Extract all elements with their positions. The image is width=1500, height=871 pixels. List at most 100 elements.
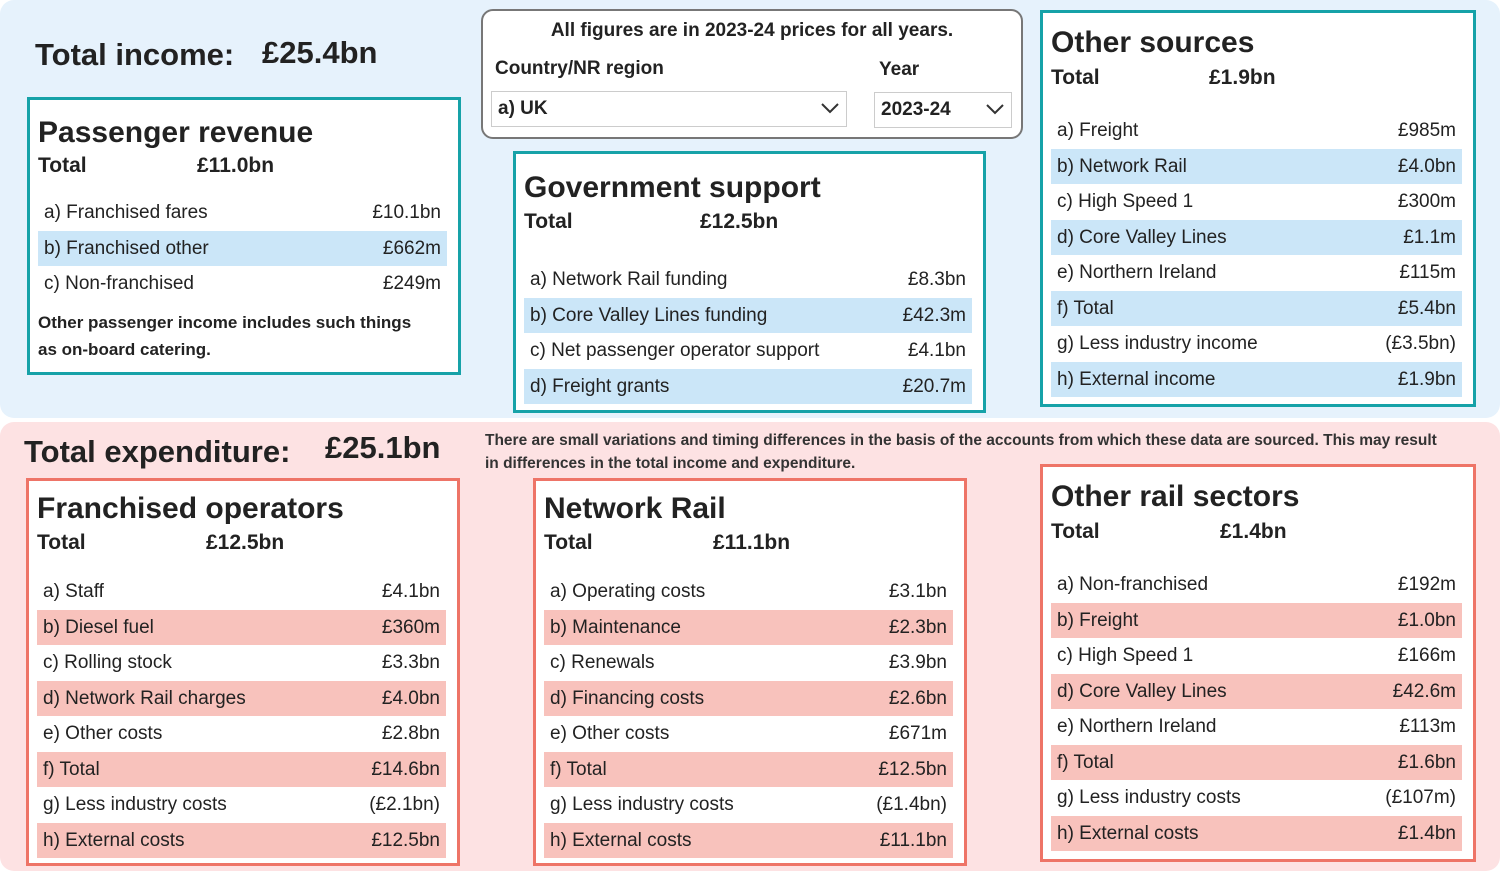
row-value: £5.4bn xyxy=(1397,297,1456,319)
row-label: f) Total xyxy=(1057,751,1114,773)
table-row: a) Non-franchised £192m xyxy=(1051,567,1462,603)
row-value: £2.8bn xyxy=(381,723,440,744)
panel-title: Other sources xyxy=(1051,26,1255,59)
row-value: £671m xyxy=(888,723,947,744)
table-row: g) Less industry costs (£2.1bn) xyxy=(37,787,446,823)
table-row: b) Core Valley Lines funding £42.3m xyxy=(524,297,972,333)
row-label: g) Less industry costs xyxy=(550,794,734,815)
row-value: £662m xyxy=(382,237,441,259)
table-row: b) Diesel fuel £360m xyxy=(37,609,446,645)
row-label: f) Total xyxy=(1057,297,1114,319)
region-label: Country/NR region xyxy=(495,58,664,79)
row-label: e) Northern Ireland xyxy=(1057,262,1217,283)
row-value: £14.6bn xyxy=(371,758,440,780)
table-row: b) Freight £1.0bn xyxy=(1051,602,1462,638)
row-value: £8.3bn xyxy=(907,269,966,290)
table-row: f) Total £1.6bn xyxy=(1051,744,1462,780)
row-label: e) Other costs xyxy=(550,723,670,744)
table-row: e) Other costs £2.8bn xyxy=(37,716,446,752)
row-label: h) External costs xyxy=(550,829,692,851)
row-value: £985m xyxy=(1397,120,1456,141)
panel: Network Rail Total £11.1bn a) Operating cos… xyxy=(533,478,967,866)
total-value: £11.1bn xyxy=(713,531,791,554)
year-value: 2023-24 xyxy=(881,99,951,120)
panel-title: Passenger revenue xyxy=(38,116,314,149)
row-value: £12.5bn xyxy=(371,829,440,851)
row-value: £2.3bn xyxy=(888,616,947,638)
row-label: c) Non-franchised xyxy=(44,273,194,294)
total-label: Total xyxy=(38,154,87,177)
row-value: £113m xyxy=(1399,716,1456,737)
filter-card: All figures are in 2023-24 prices for al… xyxy=(481,9,1023,139)
row-value: (£1.4bn) xyxy=(876,794,947,815)
row-value: £1.9bn xyxy=(1397,368,1456,390)
table-row: d) Core Valley Lines £42.6m xyxy=(1051,673,1462,709)
row-label: h) External costs xyxy=(1057,822,1199,844)
table-row: e) Northern Ireland £115m xyxy=(1051,255,1462,291)
table-row: f) Total £14.6bn xyxy=(37,751,446,787)
year-dropdown[interactable]: 2023-24 xyxy=(874,92,1012,128)
row-label: d) Core Valley Lines xyxy=(1057,226,1227,248)
panel: Government support Total £12.5bn a) Network… xyxy=(513,151,986,413)
row-label: d) Financing costs xyxy=(550,687,705,709)
total-value: £12.5bn xyxy=(206,531,285,554)
panel-title: Other rail sectors xyxy=(1051,480,1300,513)
row-label: d) Network Rail charges xyxy=(43,687,246,709)
row-value: £4.1bn xyxy=(381,581,440,602)
table-row: b) Franchised other £662m xyxy=(38,230,447,266)
row-label: c) High Speed 1 xyxy=(1057,191,1194,212)
row-label: g) Less industry income xyxy=(1057,333,1258,354)
row-label: b) Franchised other xyxy=(44,237,209,259)
row-label: b) Maintenance xyxy=(550,616,681,638)
row-value: (£107m) xyxy=(1385,787,1456,808)
row-value: £249m xyxy=(382,273,441,294)
row-value: £20.7m xyxy=(902,375,966,397)
year-label: Year xyxy=(879,59,920,80)
row-label: a) Network Rail funding xyxy=(530,269,728,290)
row-label: f) Total xyxy=(43,758,100,780)
table-row: a) Operating costs £3.1bn xyxy=(544,574,953,610)
row-label: e) Northern Ireland xyxy=(1057,716,1217,737)
price-note: All figures are in 2023-24 prices for al… xyxy=(550,20,954,41)
table-row: c) Rolling stock £3.3bn xyxy=(37,645,446,681)
row-value: £3.1bn xyxy=(888,581,947,602)
table-row: h) External income £1.9bn xyxy=(1051,361,1462,397)
total-label: Total xyxy=(1051,520,1100,543)
row-value: £1.0bn xyxy=(1397,609,1456,631)
panel-title: Network Rail xyxy=(544,492,726,525)
table-row: h) External costs £1.4bn xyxy=(1051,815,1462,851)
row-label: c) Rolling stock xyxy=(43,652,172,673)
panel: Other rail sectors Total £1.4bn a) Non-fran… xyxy=(1040,464,1476,862)
row-value: £2.6bn xyxy=(888,687,947,709)
row-label: b) Freight xyxy=(1057,609,1139,631)
row-value: £1.1m xyxy=(1403,226,1456,248)
row-label: b) Diesel fuel xyxy=(43,616,154,638)
chevron xyxy=(986,104,1004,115)
row-value: £1.6bn xyxy=(1397,751,1456,773)
row-value: £42.6m xyxy=(1392,680,1456,702)
table-row: g) Less industry costs (£107m) xyxy=(1051,780,1462,816)
row-value: £360m xyxy=(381,616,440,638)
table-row: e) Other costs £671m xyxy=(544,716,953,752)
total-label: Total xyxy=(1051,66,1100,89)
total-label: Total xyxy=(524,210,573,233)
row-label: c) Net passenger operator support xyxy=(530,340,820,361)
row-value: £192m xyxy=(1397,574,1456,595)
row-label: a) Freight xyxy=(1057,120,1139,141)
disclaimer: There are small variations and timing di… xyxy=(485,432,1437,472)
expenditure-value: £25.1bn xyxy=(325,430,441,465)
row-value: £166m xyxy=(1397,645,1456,666)
total-value: £12.5bn xyxy=(700,210,779,233)
expenditure-label: Total expenditure: xyxy=(24,434,291,469)
table-row: c) Renewals £3.9bn xyxy=(544,645,953,681)
table-row: h) External costs £12.5bn xyxy=(37,822,446,858)
region-dropdown[interactable]: a) UK xyxy=(491,91,847,127)
panel-note: Other passenger income includes such thi… xyxy=(38,312,412,359)
row-value: £12.5bn xyxy=(878,758,947,780)
table-row: b) Maintenance £2.3bn xyxy=(544,609,953,645)
table-row: f) Total £5.4bn xyxy=(1051,290,1462,326)
region-value: a) UK xyxy=(498,98,548,119)
table-row: c) Non-franchised £249m xyxy=(38,266,447,302)
row-label: e) Other costs xyxy=(43,723,163,744)
